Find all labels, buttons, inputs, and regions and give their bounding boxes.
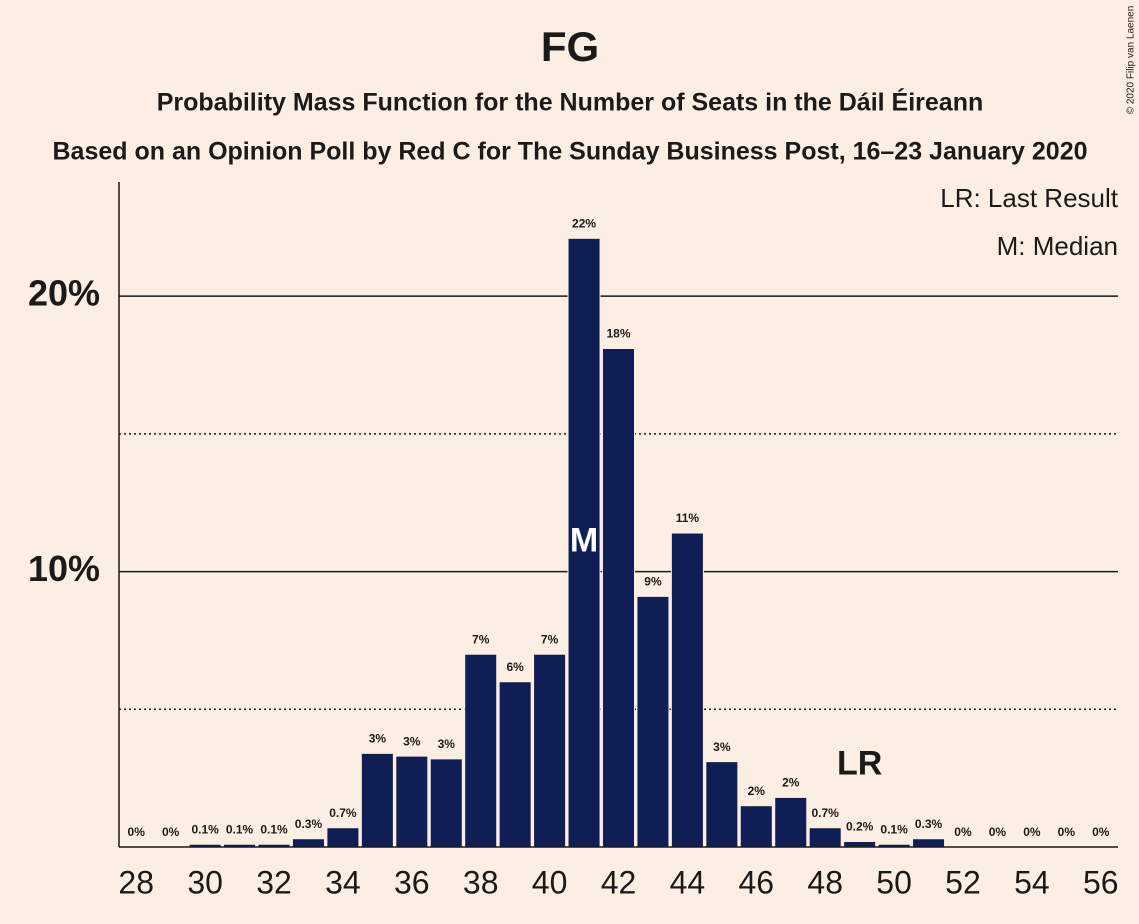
y-tick-label: 10% bbox=[28, 548, 100, 589]
bar bbox=[395, 755, 429, 848]
bar bbox=[705, 761, 739, 848]
x-tick-label: 36 bbox=[394, 864, 430, 900]
last-result-marker: LR bbox=[837, 744, 882, 782]
value-label: 2% bbox=[748, 784, 766, 798]
bar bbox=[808, 827, 842, 848]
value-label: 3% bbox=[403, 734, 421, 748]
x-tick-label: 56 bbox=[1083, 864, 1119, 900]
chart-subtitle: Based on an Opinion Poll by Red C for Th… bbox=[52, 138, 1087, 166]
value-label: 0.3% bbox=[295, 817, 323, 831]
bar bbox=[912, 838, 946, 848]
value-label: 0.1% bbox=[880, 822, 908, 836]
value-label: 0.3% bbox=[915, 817, 943, 831]
value-label: 0% bbox=[989, 825, 1007, 839]
x-tick-label: 50 bbox=[876, 864, 912, 900]
value-label: 7% bbox=[472, 632, 490, 646]
bar bbox=[326, 827, 360, 848]
bar bbox=[601, 347, 636, 848]
x-tick-label: 44 bbox=[670, 864, 706, 900]
value-label: 0% bbox=[954, 825, 972, 839]
value-label: 0% bbox=[1058, 825, 1076, 839]
bar bbox=[291, 838, 325, 848]
x-tick-label: 42 bbox=[601, 864, 637, 900]
chart-title: FG bbox=[541, 23, 599, 70]
value-label: 9% bbox=[644, 575, 662, 589]
value-label: 0.7% bbox=[812, 806, 840, 820]
value-label: 0.1% bbox=[226, 822, 254, 836]
x-tick-label: 52 bbox=[945, 864, 981, 900]
x-tick-label: 48 bbox=[807, 864, 843, 900]
value-label: 0% bbox=[1092, 825, 1110, 839]
value-label: 6% bbox=[506, 660, 524, 674]
legend-entry: M: Median bbox=[997, 231, 1118, 261]
value-label: 22% bbox=[572, 217, 596, 231]
value-label: 0% bbox=[1023, 825, 1041, 839]
bar bbox=[464, 653, 498, 848]
x-tick-label: 46 bbox=[738, 864, 774, 900]
value-label: 11% bbox=[676, 511, 700, 525]
copyright: © 2020 Filip van Laenen bbox=[1126, 6, 1137, 115]
x-tick-label: 38 bbox=[463, 864, 499, 900]
bar bbox=[636, 595, 670, 848]
bar bbox=[429, 758, 463, 848]
value-label: 0.1% bbox=[260, 822, 288, 836]
x-tick-label: 40 bbox=[532, 864, 568, 900]
x-tick-label: 32 bbox=[256, 864, 292, 900]
chart-subtitle: Probability Mass Function for the Number… bbox=[157, 88, 984, 117]
median-marker: M bbox=[570, 522, 598, 560]
value-label: 3% bbox=[438, 737, 456, 751]
value-label: 0.7% bbox=[329, 806, 357, 820]
bar bbox=[360, 752, 394, 848]
x-tick-label: 54 bbox=[1014, 864, 1050, 900]
bar bbox=[670, 532, 704, 848]
bar bbox=[567, 237, 601, 848]
value-label: 3% bbox=[369, 732, 387, 746]
value-label: 18% bbox=[606, 327, 630, 341]
value-label: 3% bbox=[713, 740, 731, 754]
value-label: 0% bbox=[128, 825, 146, 839]
bar bbox=[533, 653, 567, 848]
x-tick-label: 30 bbox=[187, 864, 223, 900]
y-tick-label: 20% bbox=[28, 273, 100, 314]
value-label: 0.2% bbox=[846, 820, 874, 834]
value-label: 0% bbox=[162, 825, 180, 839]
x-tick-label: 28 bbox=[118, 864, 154, 900]
value-label: 7% bbox=[541, 632, 559, 646]
bar bbox=[774, 796, 808, 848]
legend-entry: LR: Last Result bbox=[940, 183, 1119, 213]
value-label: 0.1% bbox=[191, 822, 219, 836]
bar bbox=[498, 681, 532, 848]
value-label: 2% bbox=[782, 776, 800, 790]
x-tick-label: 34 bbox=[325, 864, 361, 900]
bar bbox=[739, 805, 773, 848]
bar bbox=[843, 840, 877, 848]
